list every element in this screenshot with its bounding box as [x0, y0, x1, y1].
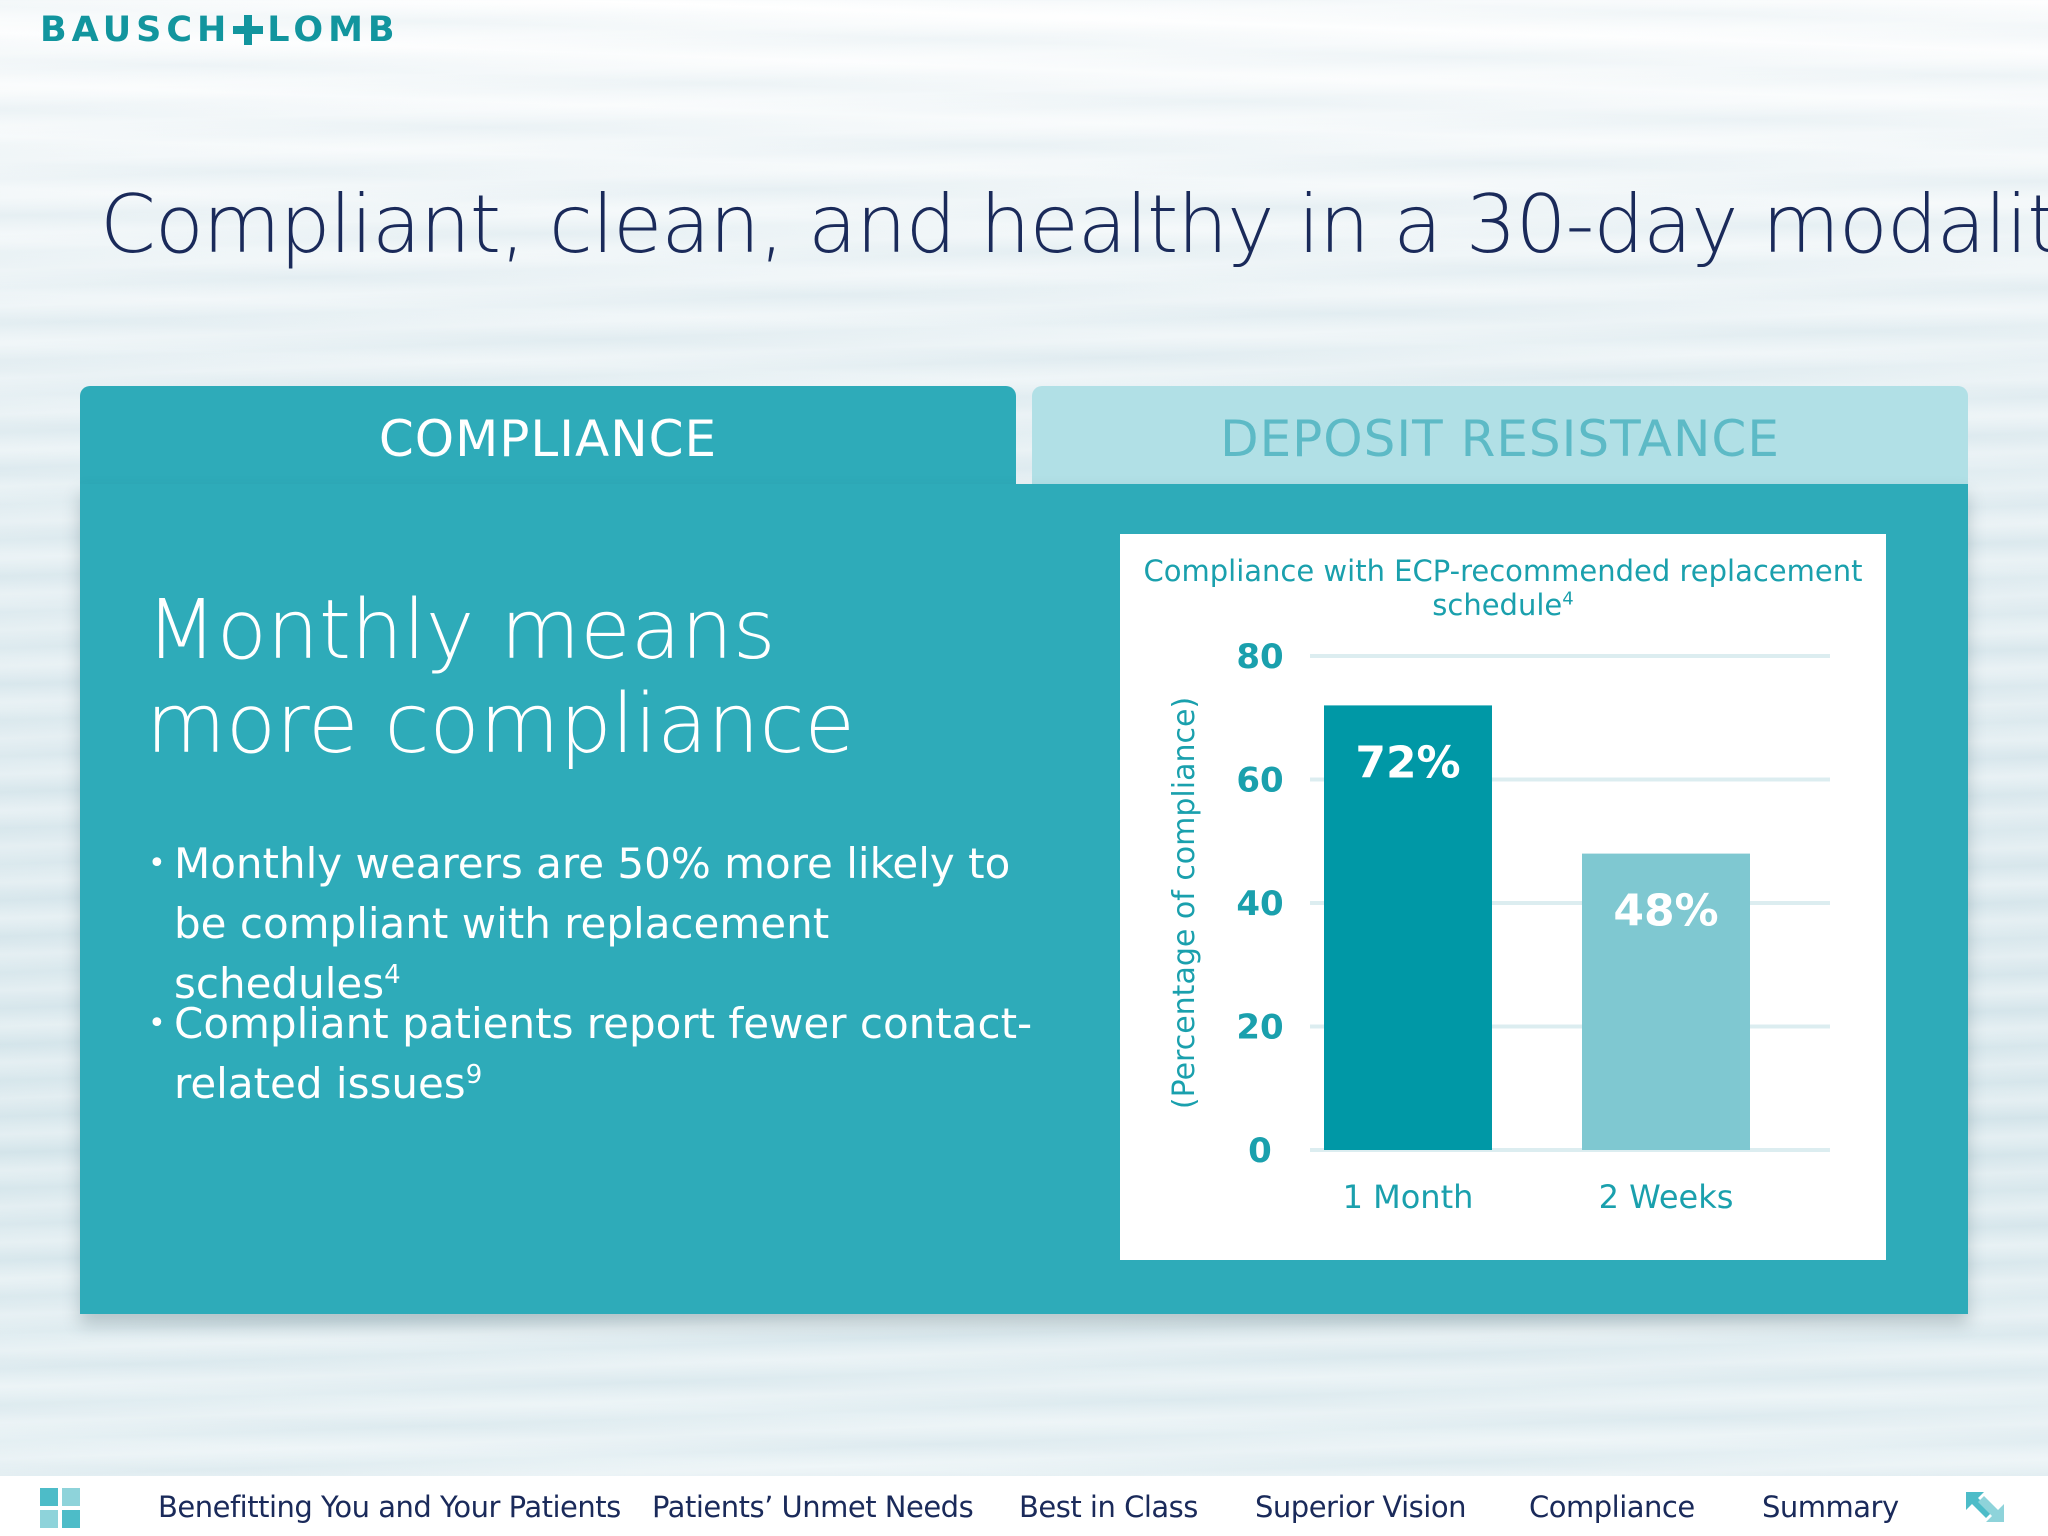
compliance-chart: Compliance with ECP-recommended replacem… [1120, 534, 1886, 1260]
nav-best-in-class[interactable]: Best in Class [1019, 1490, 1198, 1524]
y-tick-label: 80 [1236, 637, 1283, 677]
panel-title: Monthly means more compliance [146, 584, 855, 772]
y-tick-label: 0 [1248, 1131, 1272, 1171]
logo-text-left: BAUSCH [40, 10, 232, 50]
y-axis-label: (Percentage of compliance) [1167, 697, 1202, 1109]
bottom-nav: Benefitting You and Your Patients Patien… [0, 1476, 2048, 1536]
x-tick-label: 1 Month [1343, 1178, 1474, 1216]
chart-canvas: 0 20 40 60 80 (Percentage of compliance) 72% 1 … [1167, 637, 1830, 1216]
bullet-monthly-wearers: • Monthly wearers are 50% more likely to… [148, 834, 1054, 1014]
tab-compliance[interactable]: COMPLIANCE [80, 386, 1016, 486]
expand-arrows-icon[interactable] [1962, 1484, 2008, 1530]
bullet-text: Monthly wearers are 50% more likely to b… [174, 839, 1011, 1008]
nav-compliance[interactable]: Compliance [1529, 1490, 1695, 1524]
nav-unmet-needs[interactable]: Patients’ Unmet Needs [652, 1490, 974, 1524]
bar-value-label: 48% [1613, 886, 1718, 937]
bar [1324, 705, 1492, 1150]
bullet-text: Compliant patients report fewer contact-… [174, 999, 1033, 1108]
compliance-panel: Monthly means more compliance • Monthly … [80, 484, 1968, 1314]
chart-title: Compliance with ECP-recommended replacem… [1120, 554, 1886, 622]
plus-icon [233, 15, 264, 45]
panel-title-line1: Monthly means [146, 583, 776, 678]
bar-value-label: 72% [1355, 737, 1460, 788]
bullet-dot-icon: • [148, 1006, 166, 1041]
bullet-compliant-patients: • Compliant patients report fewer contac… [148, 994, 1054, 1114]
y-tick-label: 20 [1236, 1008, 1283, 1048]
y-tick-label: 60 [1236, 761, 1283, 801]
chart-title-text: Compliance with ECP-recommended replacem… [1143, 554, 1863, 622]
chart-title-reference: 4 [1562, 588, 1574, 610]
nav-superior-vision[interactable]: Superior Vision [1255, 1490, 1466, 1524]
x-tick-label: 2 Weeks [1599, 1178, 1734, 1216]
bullet-dot-icon: • [148, 846, 166, 881]
bullet-reference: 9 [465, 1060, 483, 1090]
bullet-reference: 4 [384, 960, 401, 990]
tab-deposit-resistance[interactable]: DEPOSIT RESISTANCE [1032, 386, 1968, 486]
y-tick-label: 40 [1236, 884, 1283, 924]
page-title: Compliant, clean, and healthy in a 30-da… [100, 178, 2048, 271]
panel-title-line2: more compliance [146, 677, 855, 772]
logo-text-right: LOMB [267, 10, 400, 50]
nav-summary[interactable]: Summary [1762, 1490, 1899, 1524]
nav-benefitting[interactable]: Benefitting You and Your Patients [158, 1490, 621, 1524]
bausch-lomb-logo: BAUSCH LOMB [40, 10, 400, 50]
bar [1582, 853, 1750, 1150]
grid-icon[interactable] [40, 1488, 80, 1528]
